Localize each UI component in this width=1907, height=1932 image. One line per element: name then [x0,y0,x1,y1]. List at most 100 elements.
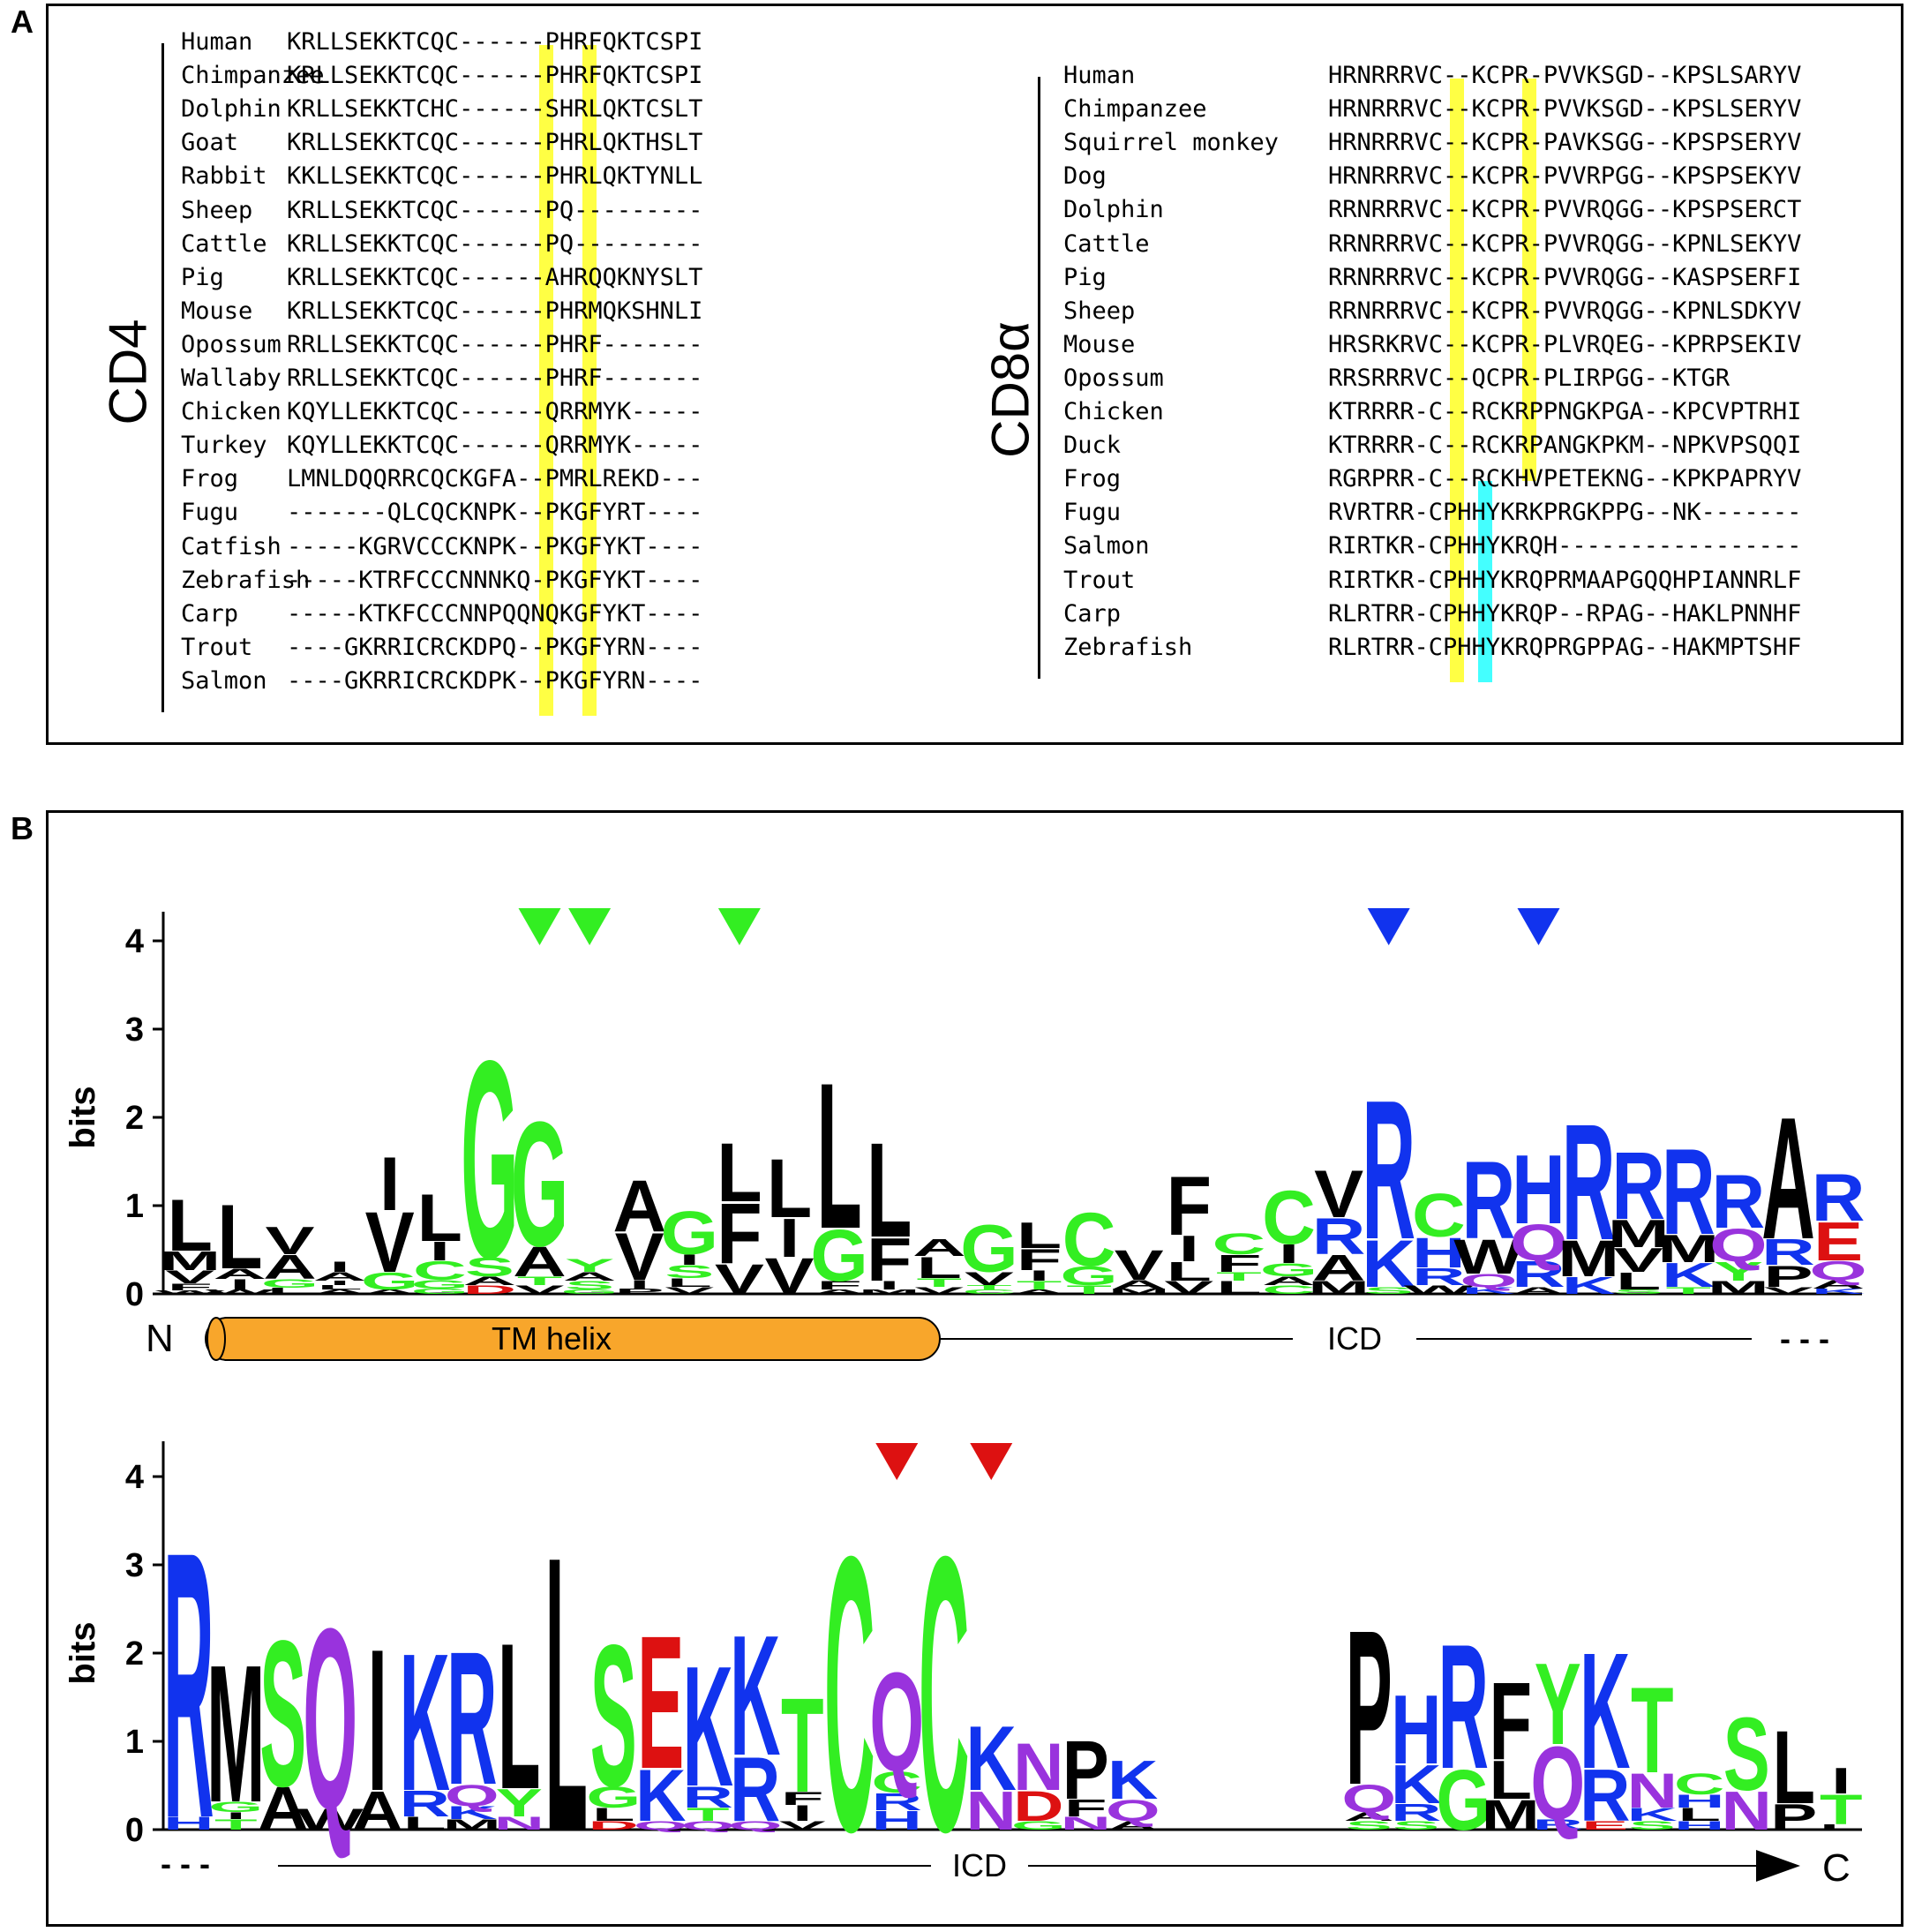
logo_top-letter-F: F [717,1186,762,1282]
logo_top-letter-M: M [1708,1277,1769,1297]
logo_top-letter-I: I [379,1142,400,1227]
logo_top-letter-W: W [205,1289,275,1296]
logo_bottom-letter-F: F [1064,1794,1107,1822]
logo_top-letter-M: M [159,1246,221,1276]
logo_bottom-letter-L: L [498,1601,541,1833]
bottom-lead-dashes: - - - [161,1846,210,1882]
cd8a-species-name: Fugu [1063,499,1122,527]
logo_top-letter-Q: Q [1460,1270,1517,1290]
logo_top-letter-C: C [1062,1198,1116,1282]
tm-helix-cap [206,1317,226,1361]
logo_bottom-letter-R: R [1391,1799,1441,1826]
logo_top-letter-Q: Q [1510,1214,1567,1272]
sequence-logo-figure: 0 1 2 3 4 bits WFVMLWIALLGAVALIAIAGVIGGC… [64,908,1867,1913]
logo_top-letter-C: C [1213,1227,1266,1261]
logo_bottom-letter-G: G [1436,1752,1490,1847]
logo_top-letter-V: V [615,1220,665,1296]
logo_bottom-letter-E: E [1581,1819,1628,1833]
cd4-species-name: Catfish [181,532,282,560]
logo_bottom-letter-G: G [1011,1819,1066,1833]
logo_bottom-letter-K: K [1107,1749,1158,1811]
logo_top-letter-G: G [810,1214,867,1297]
logo_top-letter-K: K [1812,1287,1866,1295]
logo_bottom-letter-S: S [1393,1819,1439,1833]
logo_top-letter-Y: Y [1714,1257,1763,1287]
logo_top-letter-R: R [1761,1232,1815,1273]
cd8a-sequence: HRNRRRVC--KCPR-PVVKSGD--KPSLSARYV [1328,62,1802,89]
cd4-sequence: KRLLSEKKTCQC------PHRLQKTHSLT [287,129,703,157]
cd4-sequence: KRLLSEKKTCQC------PHRMQKSHNLI [287,297,703,325]
cd8a-species-name: Chicken [1063,398,1164,425]
logo_top-letter-H: H [1512,1135,1565,1244]
cd4-species-name: Fugu [181,499,239,527]
top-logo-markers [518,908,1560,945]
top-tick-0: 0 [125,1276,144,1313]
cd4-sequence: KRLLSEKKTCHC------SHRLQKTCSLT [287,95,703,124]
cd8a-species-name: Opossum [1063,364,1164,392]
cd8a-species-name: Zebrafish [1063,633,1193,661]
conserved-site-marker [1367,908,1410,945]
logo_bottom-letter-H: H [1674,1791,1724,1811]
logo_bottom-letter-R: R [447,1613,497,1824]
cd4-sequence: KQYLLEKKTCQC------QRRMYK----- [287,432,703,460]
top-tick-1: 1 [125,1188,144,1225]
logo_top-letter-C: C [1412,1182,1466,1250]
logo_top-letter-G: G [511,1084,568,1283]
cd8a-species-name: Mouse [1063,330,1136,358]
top-tick-4: 4 [125,923,144,960]
cd8a-species-name: Sheep [1063,297,1136,325]
logo_top-letter-I: I [1029,1267,1049,1284]
logo_bottom-letter-L: L [1772,1710,1815,1825]
logo_top-letter-G: G [411,1277,469,1291]
logo_bottom-letter-P: P [1062,1725,1109,1817]
logo_top-letter-G: G [1060,1261,1117,1291]
cd8a-species-name: Squirrel monkey [1063,129,1279,157]
logo_bottom-letter-C: C [824,1475,875,1913]
logo_bottom-letter-I: I [792,1801,812,1826]
logo_top-letter-R: R [1312,1208,1366,1266]
top-logo-axis: 0 1 2 3 4 bits [64,912,1862,1313]
cd8a-species-name: Salmon [1063,532,1150,560]
cd4-species-name: Mouse [181,297,253,325]
logo_top-letter-A: A [313,1289,367,1296]
cd8a-species-name: Carp [1063,599,1122,628]
logo_top-letter-A: A [912,1234,966,1261]
cd8a-sequence: RRNRRRVC--KCPR-PVVRQGG--KPNLSEKYV [1328,229,1802,258]
logo_bottom-letter-K: K [635,1755,687,1837]
cd8a-sequence: KTRRRR-C--RCKRPPNGKPGA--KPCVPTRHI [1328,398,1802,425]
logo_top-letter-L: L [1017,1215,1062,1256]
logo_top-letter-T: T [966,1284,1011,1291]
logo_top-letter-I: I [679,1252,700,1268]
logo_top-letter-L: L [816,1040,861,1273]
cd4-species-name: Cattle [181,229,267,258]
logo_top-letter-L: L [1616,1267,1661,1295]
bottom-tick-2: 2 [125,1635,144,1673]
logo_bottom-letter-Q: Q [728,1819,783,1833]
logo_bottom-letter-F: F [781,1788,824,1808]
logo_bottom-letter-Q: Q [680,1819,735,1833]
cd4-sequence: KRLLSEKKTCQC------PHRFQKTCSPI [287,62,703,90]
logo_bottom-letter-K: K [683,1632,733,1823]
logo_bottom-letter-C: C [1674,1767,1724,1801]
logo_bottom-letter-A: A [1107,1819,1158,1833]
logo_top-letter-F: F [867,1226,912,1294]
logo_top-letter-I: I [229,1276,250,1293]
cd4-sequence: -----KTKFCCCNNPQQNQKGFYKT---- [287,599,703,628]
logo_top-letter-I: I [629,1277,649,1291]
logo_top-letter-S: S [465,1252,514,1282]
cd4-species-name: Zebrafish [181,566,311,594]
logo_top-letter-I: I [1179,1229,1199,1269]
conserved-site-marker [568,908,612,945]
logo_top-letter-M: M [1608,1212,1670,1256]
cd4-cys-highlight-2 [582,45,597,716]
logo_bottom-letter-N: N [1722,1780,1772,1842]
logo_top-letter-V: V [365,1195,415,1290]
logo_top-letter-I: I [1279,1239,1299,1269]
cd8a-species-name: Frog [1063,465,1122,493]
logo_top-letter-V: V [664,1285,714,1296]
tm-helix-label: TM helix [492,1320,612,1357]
logo_bottom-letter-N: N [1627,1763,1678,1818]
logo_bottom-letter-T: T [1820,1785,1863,1834]
logo_bottom-letter-K: K [1580,1619,1630,1804]
logo_bottom-letter-H: H [1391,1676,1441,1785]
